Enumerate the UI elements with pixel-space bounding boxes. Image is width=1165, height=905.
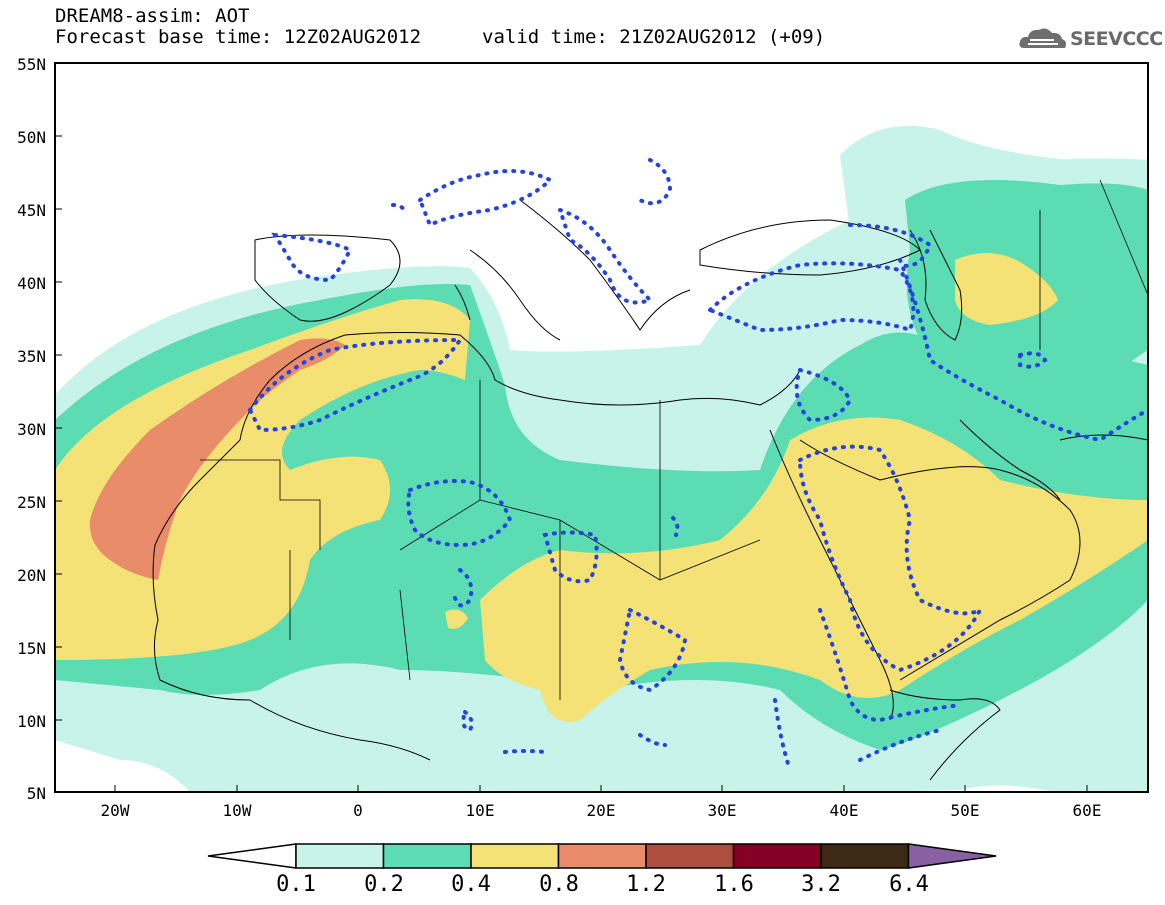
contour-iberia	[271, 232, 353, 283]
lon-label: 40E	[829, 801, 859, 820]
lon-label: 20E	[586, 801, 616, 820]
map-title: DREAM8-assim: AOT	[55, 5, 250, 27]
lon-label: 20W	[100, 801, 130, 820]
lon-label: 0	[353, 801, 363, 820]
contour-alps	[417, 169, 554, 228]
contour-east-europe	[638, 158, 673, 206]
lat-label: 15N	[17, 639, 46, 658]
aot-band-04-08-caspian	[955, 252, 1058, 325]
lat-label: 25N	[17, 493, 46, 512]
contour-small-a	[461, 708, 474, 733]
contour-small-d	[671, 516, 680, 537]
colorbar-label: 0.1	[276, 872, 316, 897]
valid-time: valid time: 21Z02AUG2012 (+09)	[482, 26, 826, 48]
colorbar-label: 0.2	[364, 872, 404, 897]
lon-label: 10E	[465, 801, 495, 820]
forecast-base-time: Forecast base time: 12Z02AUG2012	[55, 26, 422, 48]
dotted-contours	[247, 158, 1148, 772]
coast-balkans	[519, 199, 691, 331]
aot-band-08-12	[89, 338, 345, 580]
coast-mediterranean	[344, 332, 801, 406]
contour-sudan	[617, 607, 688, 693]
lon-label: 30E	[707, 801, 737, 820]
lat-label: 35N	[17, 347, 46, 366]
colorbar-low-arrow	[207, 843, 297, 869]
contour-mideast	[794, 367, 853, 423]
aot-band-04-08-sahel	[480, 417, 1148, 722]
contour-sahara-a	[406, 479, 513, 548]
contour-iran	[898, 258, 1148, 443]
colorbar-label: 1.6	[714, 872, 754, 897]
lat-label: 40N	[17, 274, 46, 293]
contour-sahara-b	[453, 568, 474, 608]
contour-small-f	[391, 203, 407, 217]
seevccc-logo: SEEVCCC	[1018, 24, 1163, 54]
colorbar-segment-1	[295, 843, 385, 869]
colorbar-label: 0.8	[539, 872, 579, 897]
contour-small-e	[1018, 351, 1048, 369]
contour-small-c	[503, 749, 547, 754]
cloud-icon	[1019, 28, 1066, 48]
map-frame	[54, 62, 1149, 793]
coast-horn	[889, 689, 1001, 781]
colorbar-segment-3	[470, 843, 560, 869]
contour-caucasus	[848, 223, 933, 268]
lat-label: 50N	[17, 128, 46, 147]
lat-label: 30N	[17, 420, 46, 439]
colorbar-segment-2	[382, 843, 472, 869]
coast-caspian	[909, 229, 963, 341]
colorbar-label: 3.2	[801, 872, 841, 897]
contour-small-b	[638, 733, 667, 747]
coast-iberia	[254, 234, 401, 322]
coast-italy	[454, 249, 561, 341]
colorbar-segment-7	[820, 843, 910, 869]
contour-horn-south	[773, 698, 942, 772]
colorbar-label: 0.4	[451, 872, 491, 897]
coast-arabia	[799, 434, 1148, 681]
lat-label: 55N	[17, 55, 46, 74]
border-lines	[200, 179, 1148, 700]
coast-west-africa	[152, 334, 431, 761]
colorbar-segment-4	[557, 843, 647, 869]
lon-label: 50E	[950, 801, 980, 820]
coastlines	[152, 179, 1148, 781]
lon-label: 60E	[1072, 801, 1102, 820]
colorbar-segment-6	[732, 843, 822, 869]
contour-chad	[542, 530, 599, 584]
lat-label: 5N	[26, 784, 46, 803]
contour-morocco	[247, 337, 464, 433]
colorbar-segment-5	[645, 843, 735, 869]
lat-label: 45N	[17, 201, 46, 220]
colorbar	[207, 843, 997, 869]
colorbar-label: 1.2	[626, 872, 666, 897]
coast-persian-gulf	[959, 419, 1061, 501]
lon-label: 10W	[222, 801, 252, 820]
aot-band-04-08-lake	[445, 609, 468, 629]
lat-label: 10N	[17, 712, 46, 731]
colorbar-high-arrow	[907, 843, 997, 869]
contour-balkans	[556, 206, 654, 305]
colorbar-label: 6.4	[889, 872, 929, 897]
lat-label: 20N	[17, 566, 46, 585]
contour-arabia	[797, 444, 985, 673]
aot-shading	[55, 125, 1148, 792]
